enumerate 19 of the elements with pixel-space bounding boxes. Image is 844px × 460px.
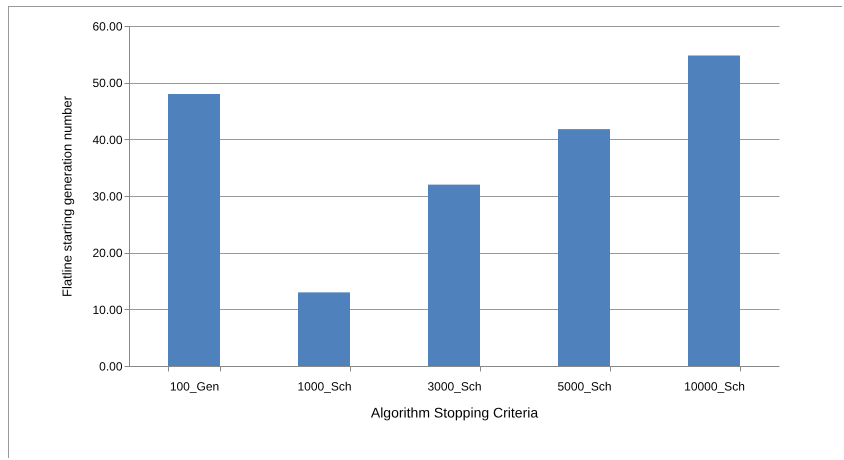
y-axis-title: Flatline starting generation number bbox=[59, 95, 74, 297]
y-tick-label: 40.00 bbox=[92, 132, 123, 147]
x-tick-label: 10000_Sch bbox=[684, 380, 745, 394]
bar bbox=[558, 129, 610, 366]
y-tick-label: 60.00 bbox=[92, 20, 123, 34]
x-tick-label: 5000_Sch bbox=[557, 380, 612, 394]
y-tick-label: 50.00 bbox=[92, 76, 123, 90]
x-tick-label: 100_Gen bbox=[170, 380, 220, 394]
bar bbox=[298, 292, 350, 366]
y-tick-label: 0.00 bbox=[99, 360, 123, 374]
bar bbox=[168, 94, 220, 366]
x-axis-title: Algorithm Stopping Criteria bbox=[370, 404, 538, 420]
y-tick-label: 10.00 bbox=[92, 302, 123, 317]
bar bbox=[428, 184, 480, 366]
x-tick-label: 1000_Sch bbox=[297, 380, 352, 394]
y-tick-label: 20.00 bbox=[92, 246, 123, 260]
bar bbox=[688, 55, 740, 366]
x-tick-label: 3000_Sch bbox=[427, 380, 482, 394]
y-tick-label: 30.00 bbox=[92, 190, 123, 204]
